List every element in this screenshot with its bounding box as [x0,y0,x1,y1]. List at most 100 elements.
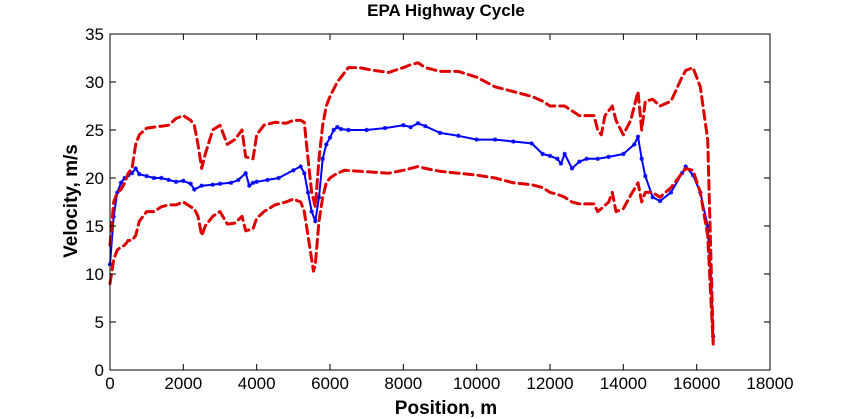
series-0-marker [346,127,351,133]
series-0-marker [382,125,388,131]
series-0-marker [650,195,655,200]
series-0-marker [401,123,406,128]
series-0-marker [338,126,344,132]
ticks-group: 0 2000 4000 6000 8000 10000 12000 14000 16000 180… [85,25,794,393]
series-0-marker [529,141,534,146]
x-tick-label: 8000 [384,374,422,393]
series-0-marker [254,179,259,185]
series-0-marker [635,134,641,139]
y-tick-label: 20 [85,169,104,188]
series-0-marker [577,159,582,164]
series-0-marker [595,156,600,161]
series-0-marker [558,161,564,166]
series-line-1 [108,61,715,343]
series-0-marker [181,178,186,184]
series-0-marker [643,173,648,179]
series-line-2 [108,165,715,346]
series-0-marker [316,195,322,200]
series-0-marker [324,142,329,147]
series-0-marker [298,164,303,169]
series-0-marker [705,223,710,229]
series-0-marker [415,121,421,126]
series-0-marker [144,173,149,179]
x-tick-label: 14000 [600,374,647,393]
series-0-marker [276,175,281,181]
series-0-marker [313,219,318,224]
series-0-marker [309,209,314,214]
series-0-marker [456,133,461,138]
series-0-marker [335,124,340,130]
x-tick-label: 6000 [311,374,349,393]
series-0-marker [250,180,256,185]
series-0-marker [199,183,204,188]
series-0-marker [243,171,248,176]
y-tick-label: 35 [85,25,104,44]
y-tick-label: 15 [85,217,104,236]
series-0-marker [474,137,479,142]
series-0-marker [562,151,567,157]
series-0-marker [137,171,142,177]
series-0-marker [122,175,127,181]
series-0-marker [188,181,193,186]
series-0-marker [540,151,545,157]
series-0-marker [129,171,135,176]
series-0-marker [364,127,369,133]
x-tick-label: 4000 [238,374,276,393]
series-0-marker [192,187,197,192]
series-0-marker [511,139,516,144]
series-0-marker [302,171,307,176]
series-0-marker [133,166,138,171]
series-0-marker [408,124,413,130]
plot-area [110,34,770,370]
series-0-marker [210,182,215,187]
y-tick-label: 10 [85,265,104,284]
series-0-marker [657,198,663,204]
series-0-marker [606,154,611,160]
series-0-marker [159,175,164,181]
series-0-marker [679,171,685,176]
axes-group [109,33,771,371]
series-0-marker [621,151,626,157]
series-0-marker [423,123,428,129]
series-0-marker [247,183,252,188]
y-tick-label: 0 [95,361,104,380]
series-0-marker [331,127,336,133]
series-0-marker [584,156,589,161]
series-0-marker [217,181,223,186]
series-0-marker [555,156,560,161]
y-tick-label: 25 [85,121,104,140]
series-group [107,61,716,346]
series-0-marker [118,180,124,185]
y-tick-label: 5 [95,313,104,332]
series-0-marker [437,130,443,136]
series-0-marker [632,142,637,147]
series-0-marker [166,177,171,183]
x-tick-label: 16000 [673,374,720,393]
series-0-marker [639,156,644,161]
series-0-marker [115,190,120,195]
plot-background [110,34,770,370]
x-tick-label: 12000 [526,374,573,393]
series-0-marker [327,135,333,140]
y-tick-label: 30 [85,73,104,92]
x-axis-label: Position, m [395,398,497,419]
y-axis-label: Velocity, m/s [61,144,82,258]
series-0-marker [173,179,179,185]
series-0-marker [291,168,296,173]
series-0-marker [305,190,311,195]
chart-title: EPA Highway Cycle [367,1,525,20]
x-tick-label: 2000 [164,374,202,393]
series-0-marker [547,153,553,159]
x-tick-label: 18000 [746,374,793,393]
series-0-marker [492,137,498,142]
axes-frame [109,33,771,371]
series-0-marker [690,172,696,178]
x-tick-label: 10000 [453,374,500,393]
series-0-marker [569,166,575,171]
series-0-marker [320,156,325,161]
series-0-marker [236,177,241,183]
series-0-marker [151,175,157,181]
series-0-marker [265,177,270,183]
series-0-marker [683,164,688,169]
